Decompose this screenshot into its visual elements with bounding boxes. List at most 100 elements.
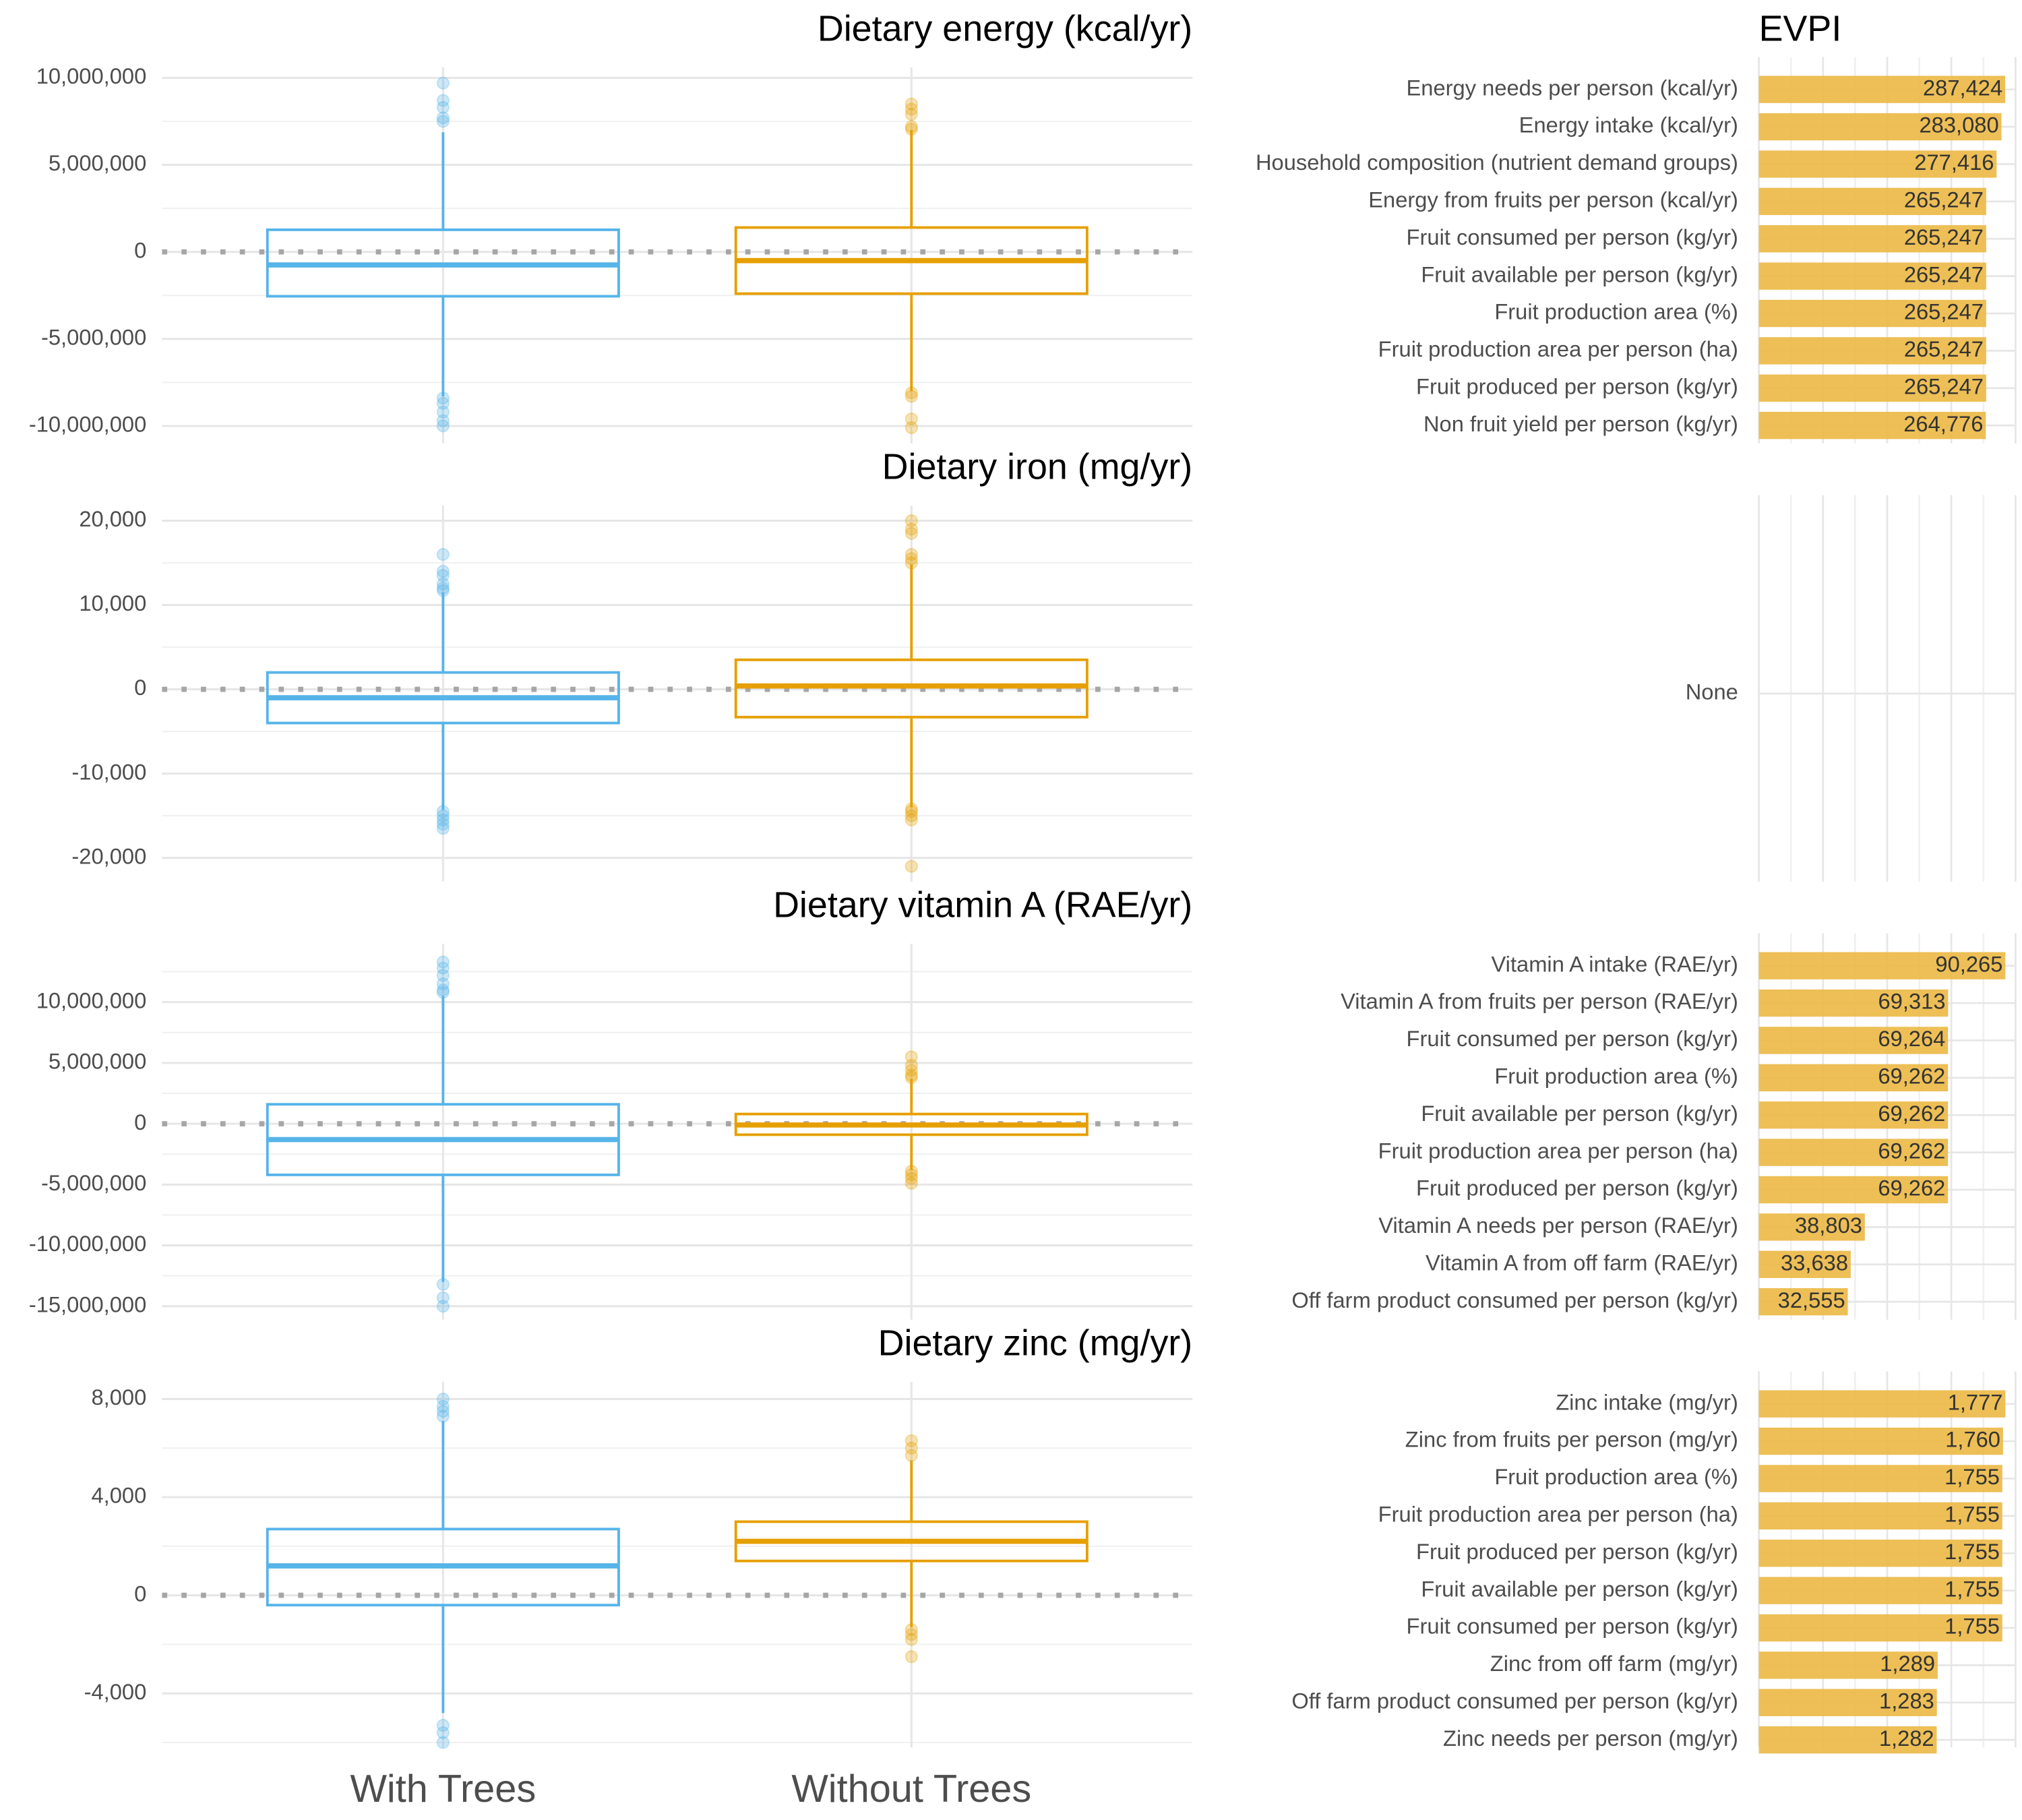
outlier bbox=[436, 818, 450, 831]
bar bbox=[1758, 1540, 2002, 1567]
outlier bbox=[436, 577, 450, 590]
y-tick-label: -10,000,000 bbox=[29, 1231, 146, 1256]
outlier bbox=[436, 76, 450, 90]
bar bbox=[1758, 113, 2002, 141]
outlier bbox=[905, 1168, 918, 1182]
outlier bbox=[905, 802, 918, 816]
outlier bbox=[436, 419, 450, 433]
bar bbox=[1758, 262, 1986, 290]
chart-title: Dietary iron (mg/yr) bbox=[882, 446, 1193, 487]
y-tick-label: 8,000 bbox=[91, 1385, 146, 1409]
y-tick-label: Fruit produced per person (kg/yr) bbox=[1416, 1176, 1738, 1201]
outlier bbox=[905, 102, 918, 116]
value-label: 1,755 bbox=[1944, 1576, 2000, 1601]
bar bbox=[1758, 187, 1986, 216]
bar bbox=[1758, 989, 1949, 1017]
value-label: 69,262 bbox=[1878, 1176, 1945, 1201]
outlier bbox=[436, 813, 450, 827]
y-tick-label: Zinc from fruits per person (mg/yr) bbox=[1405, 1427, 1738, 1452]
bar bbox=[1758, 1390, 2006, 1418]
outlier bbox=[905, 1064, 918, 1077]
outlier bbox=[436, 1405, 450, 1418]
bar bbox=[1758, 1689, 1937, 1716]
y-tick-label: Fruit available per person (kg/yr) bbox=[1421, 1576, 1738, 1601]
outlier bbox=[436, 969, 450, 982]
value-label: 1,755 bbox=[1944, 1501, 2000, 1526]
value-label: 1,755 bbox=[1944, 1464, 2000, 1489]
value-label: 69,262 bbox=[1878, 1138, 1945, 1163]
y-tick-label: Household composition (nutrient demand g… bbox=[1256, 150, 1738, 175]
outlier bbox=[905, 556, 918, 570]
value-label: 1,777 bbox=[1948, 1389, 2003, 1414]
y-tick-label: Vitamin A needs per person (RAE/yr) bbox=[1378, 1213, 1738, 1238]
outlier bbox=[905, 1434, 918, 1447]
bar bbox=[1758, 1726, 1937, 1754]
y-tick-label: Fruit production area (%) bbox=[1494, 1063, 1738, 1088]
value-label: 69,262 bbox=[1878, 1101, 1945, 1126]
value-label: 69,264 bbox=[1878, 1026, 1945, 1051]
x-tick-label: Without Trees bbox=[791, 1767, 1031, 1811]
y-tick-label: Fruit production area per person (ha) bbox=[1378, 1501, 1738, 1526]
bar bbox=[1758, 1651, 1938, 1679]
y-tick-label: -15,000,000 bbox=[29, 1292, 146, 1316]
outlier bbox=[905, 120, 918, 133]
value-label: 1,282 bbox=[1879, 1726, 1934, 1751]
bar bbox=[1758, 1502, 2002, 1530]
bar bbox=[1758, 1614, 2002, 1642]
y-tick-label: -10,000,000 bbox=[29, 412, 146, 437]
outlier bbox=[436, 977, 450, 991]
outlier bbox=[436, 569, 450, 582]
y-tick-label: Energy needs per person (kcal/yr) bbox=[1406, 75, 1738, 100]
y-tick-label: Fruit available per person (kg/yr) bbox=[1421, 1101, 1738, 1126]
outlier bbox=[436, 564, 450, 578]
value-label: 1,283 bbox=[1879, 1688, 1934, 1713]
outlier bbox=[905, 514, 918, 528]
outlier bbox=[905, 813, 918, 827]
y-tick-label: 0 bbox=[134, 237, 146, 262]
value-label: 1,755 bbox=[1944, 1539, 2000, 1564]
outlier bbox=[436, 822, 450, 835]
y-tick-label: Zinc intake (mg/yr) bbox=[1556, 1389, 1738, 1414]
chart-title: Dietary zinc (mg/yr) bbox=[878, 1323, 1193, 1363]
outlier bbox=[905, 522, 918, 536]
value-label: 265,247 bbox=[1904, 224, 1984, 249]
outlier bbox=[436, 961, 450, 975]
outlier bbox=[905, 97, 918, 111]
y-tick-label: Fruit production area per person (ha) bbox=[1378, 336, 1738, 361]
y-tick-label: 0 bbox=[134, 1110, 146, 1134]
outlier bbox=[436, 94, 450, 107]
outlier bbox=[905, 809, 918, 822]
outlier bbox=[905, 805, 918, 818]
y-tick-label: 0 bbox=[134, 675, 146, 700]
outlier bbox=[436, 115, 450, 128]
value-label: 69,313 bbox=[1878, 989, 1946, 1014]
outlier bbox=[905, 1650, 918, 1664]
value-label: 265,247 bbox=[1904, 187, 1984, 212]
value-label: 33,638 bbox=[1781, 1250, 1848, 1275]
y-tick-label: Vitamin A intake (RAE/yr) bbox=[1491, 951, 1738, 976]
value-label: 287,424 bbox=[1923, 75, 2002, 100]
y-tick-label: -5,000,000 bbox=[41, 1170, 146, 1195]
outlier bbox=[905, 859, 918, 873]
y-tick-label: Vitamin A from off farm (RAE/yr) bbox=[1426, 1250, 1738, 1275]
outlier bbox=[436, 111, 450, 125]
outlier bbox=[436, 1300, 450, 1313]
outlier bbox=[436, 805, 450, 818]
y-tick-label: Zinc needs per person (mg/yr) bbox=[1443, 1726, 1738, 1751]
bar bbox=[1758, 1064, 1949, 1092]
value-label: 90,265 bbox=[1935, 951, 2002, 976]
bar bbox=[1758, 411, 1986, 439]
outlier bbox=[436, 1736, 450, 1749]
bar bbox=[1758, 1027, 1949, 1054]
outlier bbox=[436, 809, 450, 822]
outlier bbox=[905, 1633, 918, 1646]
outlier bbox=[905, 552, 918, 566]
bar bbox=[1758, 1101, 1949, 1129]
outlier bbox=[436, 983, 450, 997]
outlier bbox=[905, 526, 918, 540]
bar bbox=[1758, 1465, 2002, 1492]
outlier bbox=[905, 1449, 918, 1462]
value-label: 32,555 bbox=[1778, 1287, 1845, 1312]
outlier bbox=[436, 1409, 450, 1423]
